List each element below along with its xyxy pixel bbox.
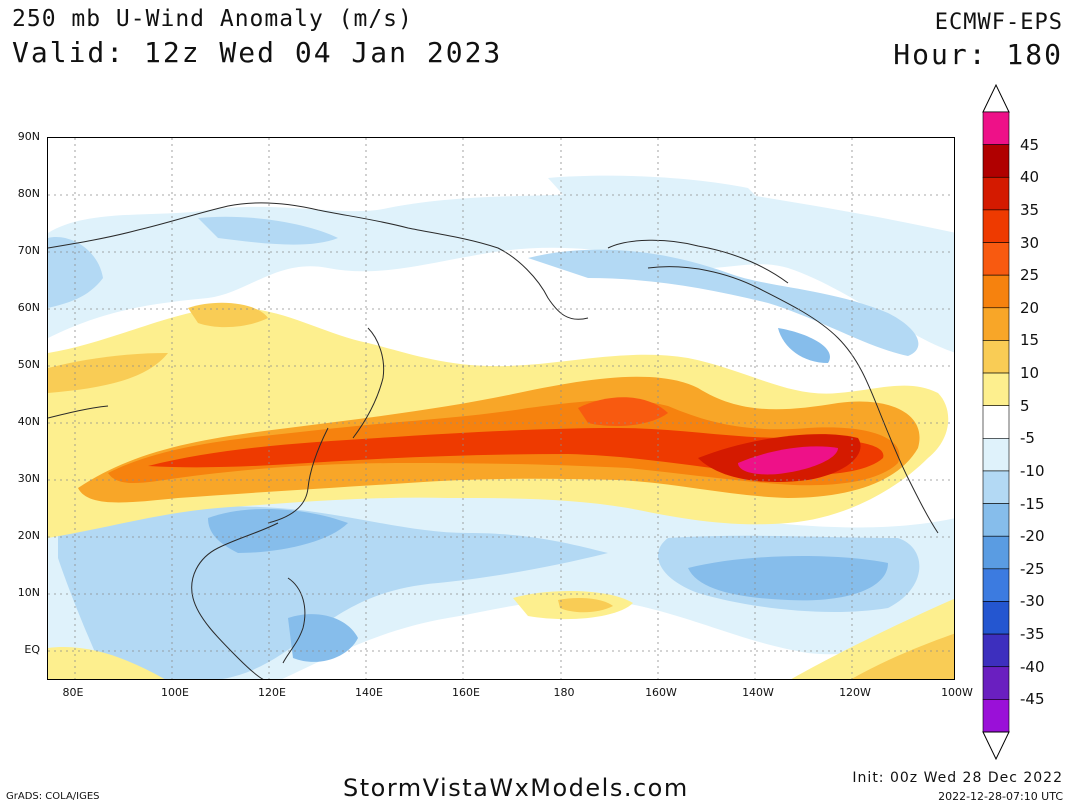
colorbar-label: 35 [1020, 200, 1040, 219]
lat-label-20n: 20N [17, 529, 40, 542]
colorbar-swatch [982, 111, 1010, 145]
colorbar-swatch [982, 633, 1010, 668]
colorbar-label: 10 [1020, 364, 1040, 383]
lat-label-40n: 40N [17, 415, 40, 428]
colorbar-swatch [982, 503, 1010, 537]
lat-lon-gridlines [48, 138, 954, 679]
lat-label-30n: 30N [17, 472, 40, 485]
lat-label-50n: 50N [17, 358, 40, 371]
colorbar-swatch [982, 568, 1010, 602]
model-name: ECMWF-EPS [934, 10, 1063, 35]
lon-label-140w: 140W [742, 686, 774, 699]
colorbar-label: -5 [1020, 429, 1035, 448]
colorbar-swatch [982, 144, 1010, 178]
colorbar-swatch [982, 372, 1010, 406]
colorbar-label: 40 [1020, 168, 1040, 187]
colorbar-swatch [982, 405, 1010, 439]
positive-anomaly-shading [48, 302, 954, 679]
colorbar-swatch [982, 601, 1010, 635]
valid-time: Valid: 12z Wed 04 Jan 2023 [12, 36, 503, 69]
coastlines [48, 202, 939, 679]
colorbar-label: -15 [1020, 494, 1045, 513]
lat-label-eq: EQ [24, 643, 40, 656]
colorbar-swatch [982, 340, 1010, 374]
colorbar-label: 25 [1020, 266, 1040, 285]
colorbar-swatch [982, 242, 1010, 276]
forecast-hour: Hour: 180 [893, 38, 1063, 71]
anomaly-map-canvas [48, 138, 954, 679]
colorbar-top-arrow [982, 83, 1010, 113]
colorbar-label: -30 [1020, 592, 1045, 611]
colorbar-label: 30 [1020, 233, 1040, 252]
colorbar-swatch [982, 438, 1010, 472]
colorbar-swatch [982, 666, 1010, 700]
lon-label-160e: 160E [452, 686, 480, 699]
lon-label-120e: 120E [258, 686, 286, 699]
colorbar-swatch [982, 470, 1010, 504]
colorbar-swatch [982, 176, 1010, 211]
colorbar-label: 45 [1020, 135, 1040, 154]
lon-label-140e: 140E [355, 686, 383, 699]
site-watermark: StormVistaWxModels.com [343, 774, 689, 802]
lat-label-10n: 10N [17, 586, 40, 599]
colorbar-label: -10 [1020, 461, 1045, 480]
colorbar-swatch [982, 699, 1010, 733]
colorbar-label: -40 [1020, 657, 1045, 676]
lon-label-120w: 120W [839, 686, 871, 699]
lon-label-180: 180 [553, 686, 575, 699]
colorbar-label: -25 [1020, 559, 1045, 578]
lat-label-80n: 80N [17, 187, 40, 200]
colorbar-label: 20 [1020, 298, 1040, 317]
colorbar-swatch [982, 274, 1010, 309]
lon-label-80e: 80E [62, 686, 84, 699]
lon-label-160w: 160W [645, 686, 677, 699]
grads-credit: GrADS: COLA/IGES [6, 791, 100, 802]
colorbar-label: -20 [1020, 527, 1045, 546]
colorbar-label: -35 [1020, 625, 1045, 644]
init-time: Init: 00z Wed 28 Dec 2022 [852, 770, 1063, 786]
lon-label-100w: 100W [941, 686, 973, 699]
colorbar-bottom-arrow [982, 731, 1010, 761]
lat-label-60n: 60N [17, 301, 40, 314]
lat-label-90n: 90N [17, 130, 40, 143]
colorbar-label: -45 [1020, 690, 1045, 709]
colorbar-swatch [982, 209, 1010, 243]
color-scale-bar [982, 83, 1010, 761]
lat-label-70n: 70N [17, 244, 40, 257]
lon-label-100e: 100E [161, 686, 189, 699]
colorbar-label: 15 [1020, 331, 1040, 350]
generated-timestamp: 2022-12-28-07:10 UTC [938, 790, 1063, 803]
colorbar-swatch [982, 535, 1010, 570]
colorbar-swatch [982, 307, 1010, 341]
colorbar-label: 5 [1020, 396, 1030, 415]
anomaly-map [47, 137, 955, 680]
map-title: 250 mb U-Wind Anomaly (m/s) [12, 6, 413, 32]
